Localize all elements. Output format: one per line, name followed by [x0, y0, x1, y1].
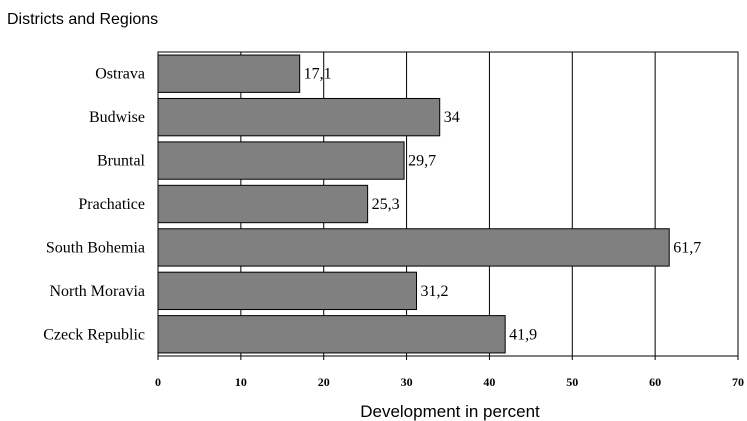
value-label: 31,2 [421, 283, 449, 300]
bar [157, 97, 441, 137]
bar [157, 315, 506, 354]
category-label: Ostrava [95, 66, 145, 83]
bar [157, 54, 301, 93]
x-axis-label: Development in percent [360, 402, 540, 421]
value-label: 34 [444, 109, 460, 126]
value-label: 29,7 [408, 153, 436, 170]
bar [157, 271, 418, 311]
x-tick-label: 30 [401, 375, 413, 389]
value-label: 17,1 [304, 66, 332, 83]
x-tick-label: 60 [649, 375, 661, 389]
bar [157, 141, 405, 180]
value-labels: 17,1 34 29,7 25,3 61,7 31,2 41,9 [304, 66, 702, 344]
x-tick-label: 40 [483, 375, 495, 389]
value-label: 25,3 [372, 196, 400, 213]
bar [157, 228, 670, 267]
chart-title: Districts and Regions [7, 11, 158, 28]
category-label: South Bohemia [46, 239, 145, 256]
x-tick-label: 0 [155, 375, 161, 389]
x-tick-label: 20 [318, 375, 330, 389]
value-label: 61,7 [673, 239, 701, 256]
x-tick-label: 10 [235, 375, 247, 389]
category-label: Bruntal [97, 153, 146, 170]
x-tick-label: 70 [732, 375, 744, 389]
x-tick-label: 50 [566, 375, 578, 389]
category-label: Budwise [89, 109, 145, 126]
x-axis-ticks: 0 10 20 30 40 50 60 70 [155, 356, 744, 389]
category-label: Prachatice [78, 196, 145, 213]
bar [157, 184, 369, 224]
category-label: Czeck Republic [43, 326, 145, 343]
category-label: North Moravia [49, 283, 145, 300]
bars [157, 54, 670, 354]
category-labels: Ostrava Budwise Bruntal Prachatice South Boh… [43, 66, 145, 344]
value-label: 41,9 [509, 326, 537, 343]
